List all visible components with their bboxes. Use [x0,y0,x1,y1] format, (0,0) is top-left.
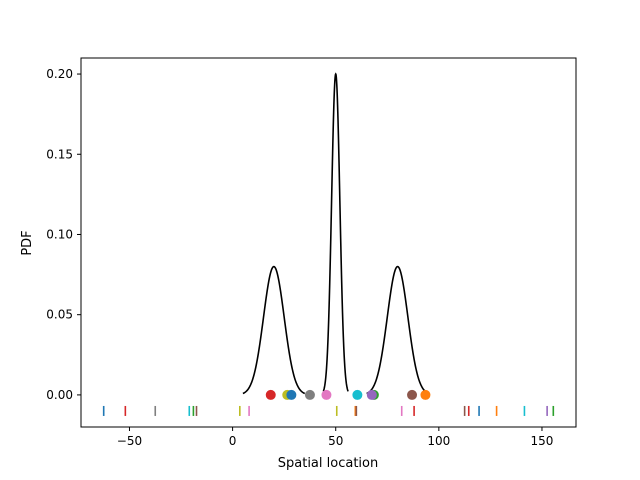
y-tick-label: 0.05 [46,308,73,322]
sample-point [407,389,418,400]
y-tick-label: 0.00 [46,388,73,402]
sample-point [366,389,377,400]
y-tick-label: 0.15 [46,147,73,161]
sample-point [321,389,332,400]
sample-point [286,389,297,400]
pdf-curve-segment [322,72,349,392]
y-tick-label: 0.20 [46,67,73,81]
sample-point [420,389,431,400]
axes: −50 0 50 100 150 0.00 0.05 0.10 0.15 0.20 [46,57,577,448]
x-axis-label: Spatial location [278,456,378,471]
pdf-curve-segment [366,265,429,395]
pdf-curve-segment [242,265,306,395]
x-tick-label: −50 [117,434,142,448]
sample-point [352,389,363,400]
x-tick-label: 50 [328,434,343,448]
plot-area [102,72,555,416]
y-axis-label: PDF [20,230,35,255]
sample-point [265,389,276,400]
sample-point [304,389,315,400]
axes-frame [80,57,577,428]
y-tick-label: 0.10 [46,227,73,241]
x-tick-label: 0 [229,434,237,448]
x-tick-label: 150 [531,434,554,448]
x-tick-label: 100 [427,434,450,448]
